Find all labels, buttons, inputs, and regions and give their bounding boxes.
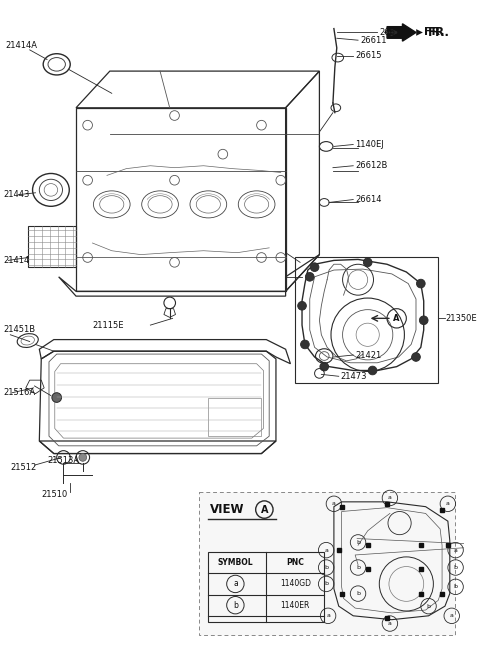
Text: A: A bbox=[394, 314, 400, 323]
Text: 21513A: 21513A bbox=[47, 456, 79, 465]
Text: a: a bbox=[450, 613, 454, 619]
Text: 26612B: 26612B bbox=[355, 161, 387, 171]
Text: 21451B: 21451B bbox=[3, 325, 36, 335]
Text: b: b bbox=[356, 540, 360, 545]
Text: PNC: PNC bbox=[287, 558, 304, 567]
Text: FR.: FR. bbox=[424, 28, 444, 37]
Text: a: a bbox=[446, 501, 450, 506]
Text: b: b bbox=[356, 565, 360, 570]
Text: 1140ER: 1140ER bbox=[281, 601, 310, 609]
Text: a: a bbox=[233, 579, 238, 588]
Text: 26611: 26611 bbox=[360, 35, 386, 45]
Circle shape bbox=[310, 263, 319, 272]
Text: 21350E: 21350E bbox=[445, 314, 477, 323]
Text: 26614: 26614 bbox=[355, 195, 382, 204]
Text: 21421: 21421 bbox=[355, 350, 382, 359]
Text: 21512: 21512 bbox=[11, 462, 36, 472]
Text: a: a bbox=[388, 621, 392, 626]
Circle shape bbox=[320, 362, 329, 371]
Text: 1140GD: 1140GD bbox=[280, 579, 311, 588]
Text: 21443: 21443 bbox=[3, 190, 30, 199]
Circle shape bbox=[368, 366, 377, 375]
Text: 1140EJ: 1140EJ bbox=[355, 140, 384, 149]
Circle shape bbox=[420, 316, 428, 325]
Text: a: a bbox=[388, 495, 392, 501]
Circle shape bbox=[417, 279, 425, 288]
Text: b: b bbox=[454, 584, 457, 589]
Text: 26615: 26615 bbox=[355, 51, 382, 60]
Text: b: b bbox=[356, 591, 360, 596]
Text: a: a bbox=[324, 548, 328, 552]
FancyArrow shape bbox=[387, 24, 416, 41]
Text: 26611: 26611 bbox=[379, 28, 406, 37]
Text: 21473: 21473 bbox=[341, 372, 367, 380]
Text: 21516A: 21516A bbox=[3, 388, 36, 398]
Text: 21414A: 21414A bbox=[6, 41, 37, 51]
Circle shape bbox=[79, 453, 87, 461]
Text: b: b bbox=[324, 565, 328, 570]
Text: a: a bbox=[332, 501, 336, 506]
Text: SYMBOL: SYMBOL bbox=[217, 558, 253, 567]
Circle shape bbox=[300, 340, 309, 349]
Circle shape bbox=[52, 393, 61, 402]
Text: 21510: 21510 bbox=[41, 489, 68, 499]
Text: A: A bbox=[261, 504, 268, 514]
Text: a: a bbox=[454, 548, 457, 552]
Circle shape bbox=[363, 258, 372, 267]
Text: 21414: 21414 bbox=[3, 256, 30, 265]
Text: a: a bbox=[326, 613, 330, 619]
Text: FR.: FR. bbox=[428, 26, 450, 39]
Text: VIEW: VIEW bbox=[210, 503, 245, 516]
Circle shape bbox=[412, 353, 420, 361]
Circle shape bbox=[298, 302, 306, 310]
Text: b: b bbox=[454, 565, 457, 570]
Text: 21115E: 21115E bbox=[93, 321, 124, 329]
Text: b: b bbox=[324, 581, 328, 586]
Text: b: b bbox=[427, 604, 431, 609]
FancyBboxPatch shape bbox=[199, 492, 455, 635]
Circle shape bbox=[305, 272, 314, 281]
Text: b: b bbox=[233, 601, 238, 609]
